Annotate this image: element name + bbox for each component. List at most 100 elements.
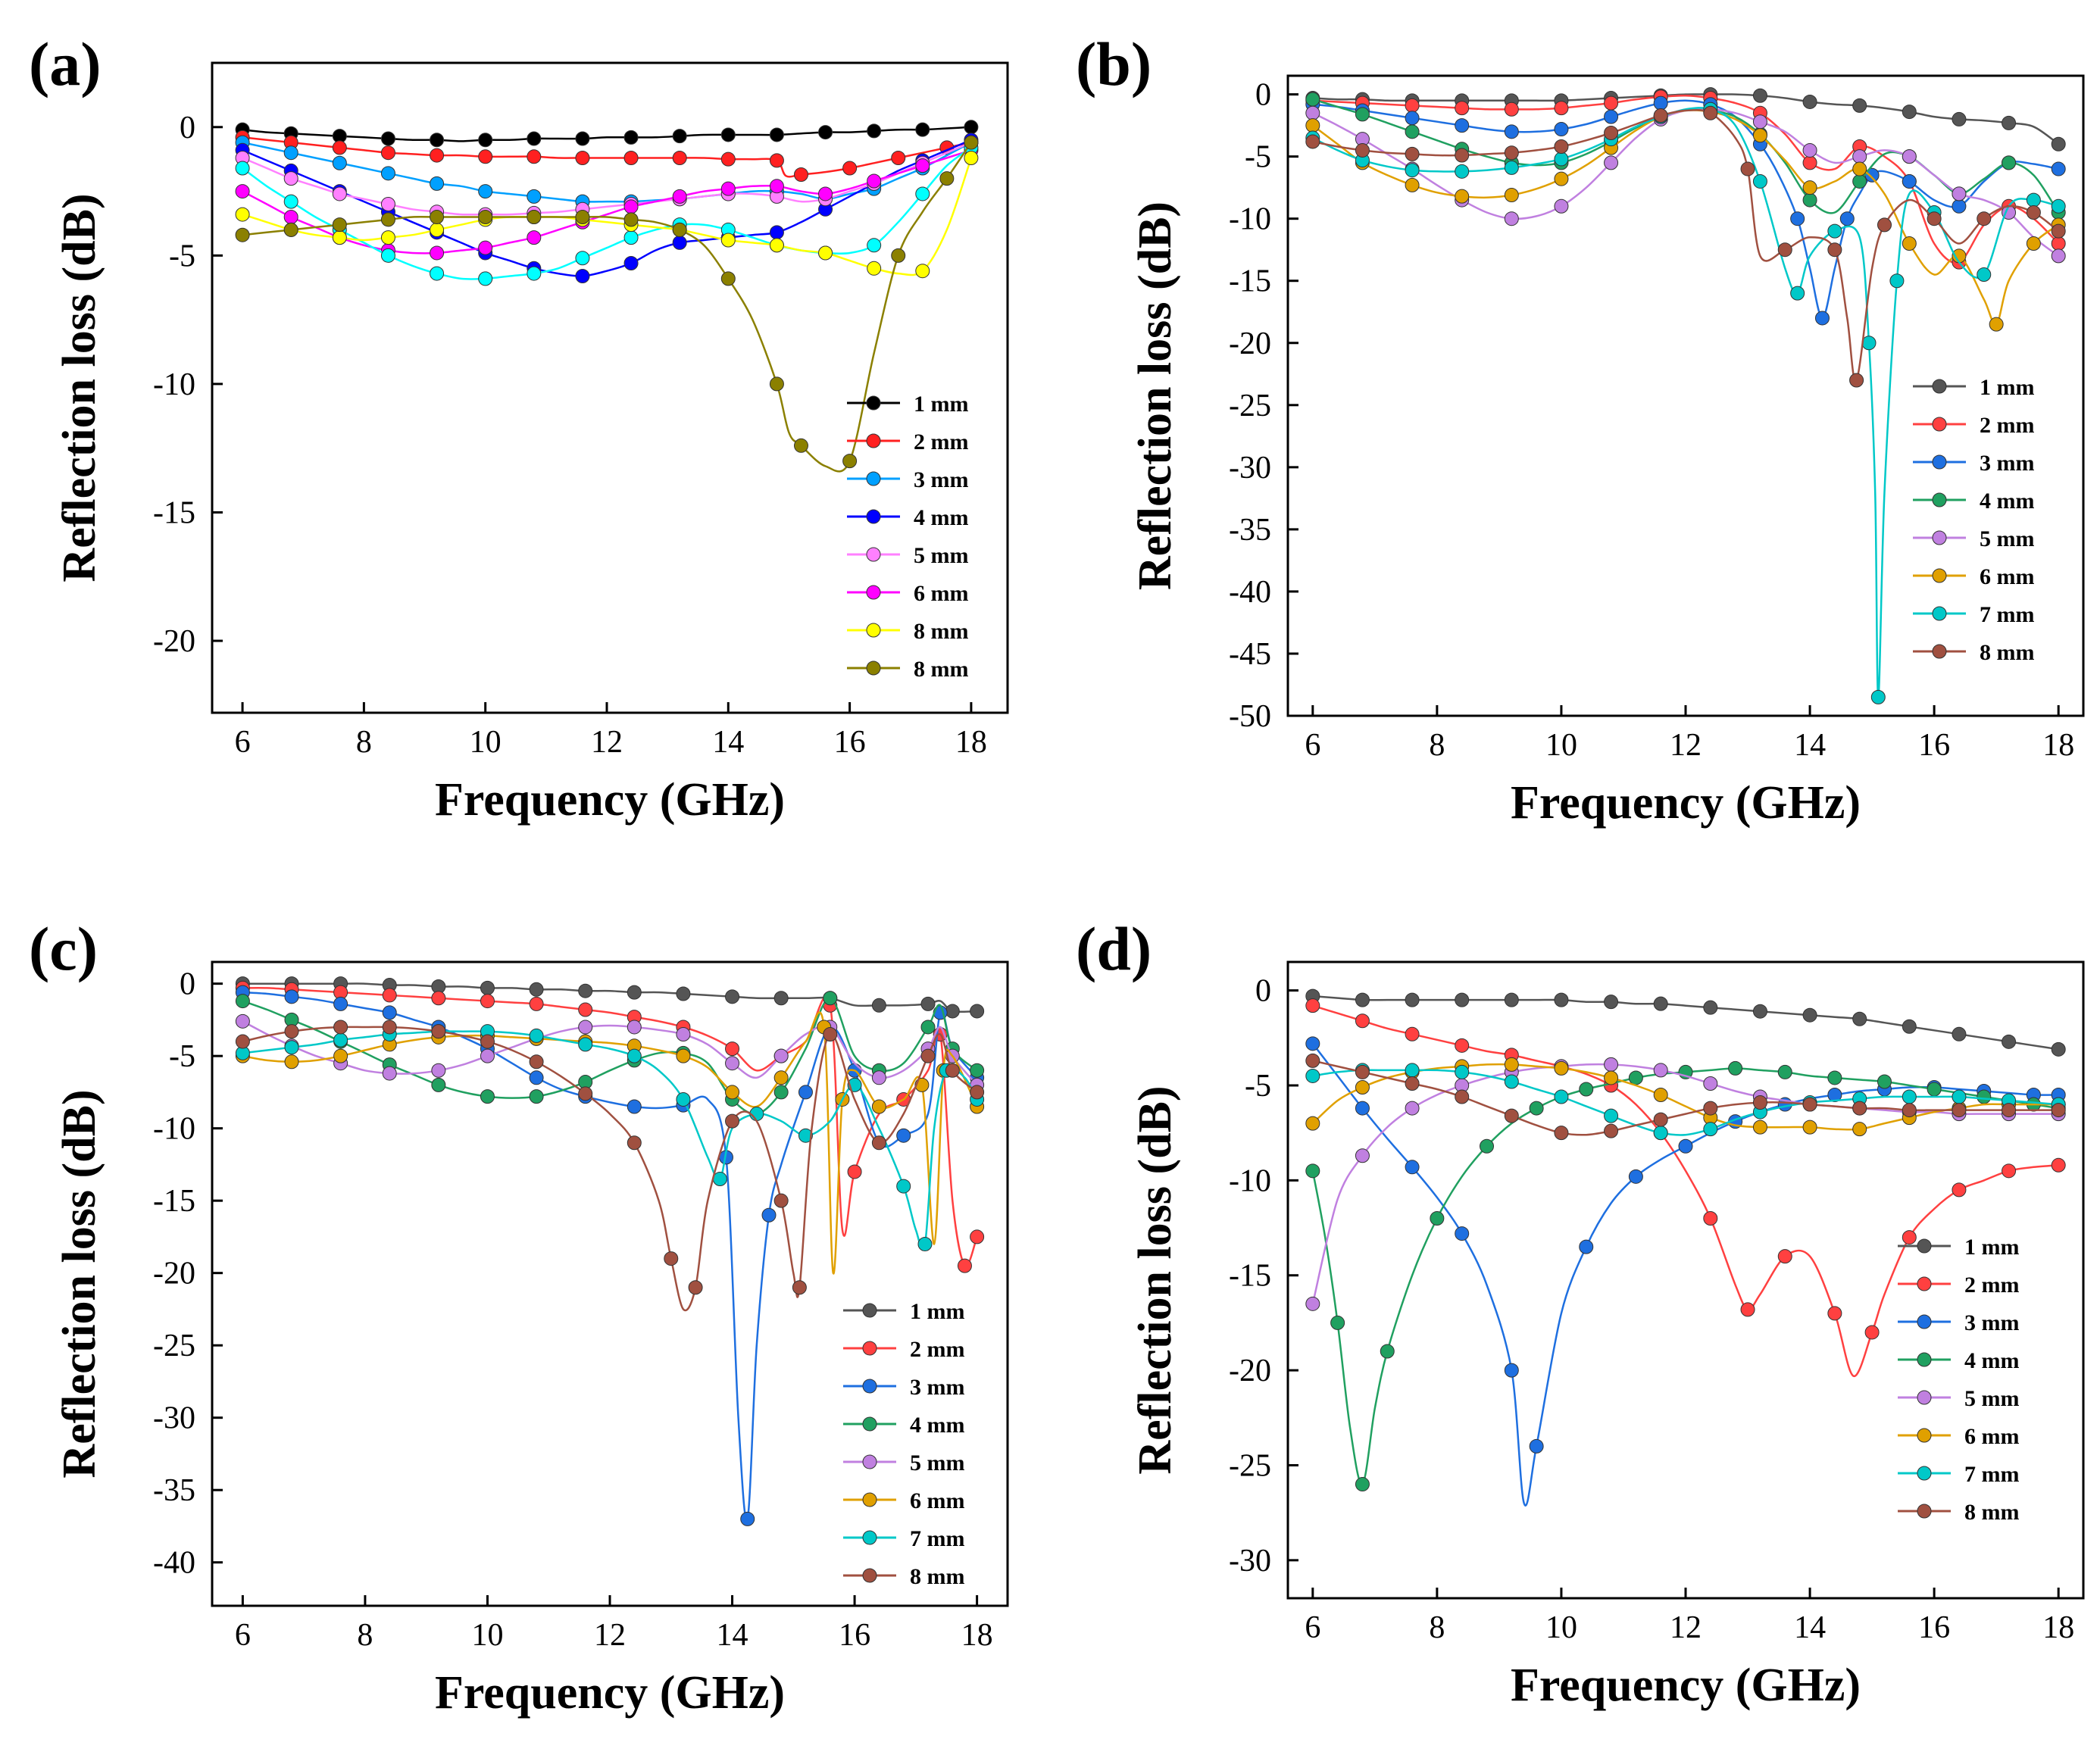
legend-marker <box>862 1492 877 1507</box>
series-line <box>1312 1060 2059 1136</box>
data-point <box>478 149 493 164</box>
panel-label: (a) <box>29 30 102 98</box>
data-point <box>1554 101 1569 116</box>
data-point <box>480 994 495 1009</box>
x-tick-label: 10 <box>1545 1610 1577 1645</box>
y-tick-label: -5 <box>169 239 195 273</box>
legend-label: 8 mm <box>910 1564 964 1589</box>
series-group <box>1305 87 2066 704</box>
data-point <box>964 150 979 165</box>
data-point <box>1752 114 1767 130</box>
data-point <box>1977 1089 1992 1104</box>
data-point <box>720 233 736 248</box>
data-point <box>235 1034 250 1049</box>
data-point <box>1554 1126 1569 1141</box>
data-point <box>1305 1068 1320 1083</box>
x-tick-label: 10 <box>470 725 502 760</box>
legend-marker <box>866 547 881 562</box>
series-line <box>1312 1004 2059 1377</box>
chart-panel-c: (c) 6 8 10 12 14 16 18 0 -5 -10 -15 -20 -25 -30 -35 -40 F… <box>29 914 1009 1719</box>
data-point <box>725 1041 740 1057</box>
data-point <box>672 189 687 204</box>
data-point <box>235 184 250 199</box>
legend-label: 2 mm <box>910 1337 964 1362</box>
series-line <box>242 139 972 277</box>
data-point <box>915 122 930 137</box>
y-tick-label: -45 <box>1229 637 1271 672</box>
data-point <box>575 251 590 266</box>
data-point <box>1579 1239 1594 1254</box>
data-point <box>1777 1249 1792 1264</box>
data-point <box>575 150 590 165</box>
data-point <box>1504 101 1519 117</box>
data-point <box>1952 1089 1967 1104</box>
series-line <box>242 1026 978 1312</box>
data-point <box>1902 1230 1917 1245</box>
x-tick-label: 14 <box>717 1618 748 1653</box>
data-point <box>2051 1157 2066 1173</box>
data-point <box>235 207 250 222</box>
data-point <box>332 186 347 201</box>
data-point <box>842 161 858 176</box>
y-tick-label: -20 <box>153 1257 195 1291</box>
series-line <box>242 149 972 255</box>
data-point <box>2002 1103 2017 1118</box>
data-point <box>1752 128 1767 143</box>
x-tick-label: 8 <box>357 1618 373 1653</box>
series-line <box>1312 94 2060 264</box>
y-tick-label: -10 <box>153 1112 195 1147</box>
series-line <box>242 982 977 1013</box>
data-point <box>283 209 298 224</box>
data-point <box>1455 1064 1470 1079</box>
data-point <box>1827 242 1842 258</box>
series-line <box>1312 995 2059 1051</box>
data-point <box>529 982 544 997</box>
data-point <box>480 1048 495 1063</box>
data-point <box>1703 1076 1718 1091</box>
legend-label: 5 mm <box>914 543 968 568</box>
data-point <box>283 171 298 186</box>
data-point <box>1902 173 1917 189</box>
data-point <box>720 127 736 142</box>
data-point <box>1430 1211 1445 1226</box>
data-point <box>970 1085 985 1100</box>
data-point <box>284 1054 299 1070</box>
legend-marker <box>862 1303 877 1318</box>
data-point <box>1305 998 1320 1013</box>
x-tick-label: 6 <box>1305 728 1320 763</box>
x-tick-label: 16 <box>834 725 866 760</box>
data-point <box>1455 189 1470 204</box>
data-point <box>1529 1101 1544 1116</box>
data-point <box>283 194 298 209</box>
y-tick-label: -25 <box>153 1329 195 1363</box>
legend-marker <box>1932 417 1947 432</box>
data-point <box>527 189 542 204</box>
data-point <box>333 1048 348 1063</box>
data-point <box>1504 1074 1519 1089</box>
data-point <box>1579 1082 1594 1097</box>
x-axis-title: Frequency (GHz) <box>435 1667 785 1719</box>
legend-marker <box>1917 1352 1932 1367</box>
data-point <box>720 151 736 167</box>
data-point <box>896 1128 911 1143</box>
data-point <box>235 1013 250 1029</box>
data-point <box>1952 111 1967 126</box>
legend-marker <box>1917 1428 1932 1443</box>
data-point <box>430 266 445 281</box>
data-point <box>1554 198 1569 214</box>
data-point <box>1305 92 1320 107</box>
data-point <box>627 1135 642 1151</box>
data-point <box>235 994 250 1009</box>
data-point <box>1902 1089 1917 1104</box>
data-point <box>478 240 493 255</box>
data-point <box>1405 146 1420 161</box>
data-point <box>380 166 395 181</box>
data-point <box>1977 267 1992 283</box>
legend-label: 8 mm <box>914 657 968 682</box>
legend-marker <box>866 585 881 600</box>
data-point <box>676 1091 691 1107</box>
data-point <box>1852 149 1867 164</box>
y-tick-label: -20 <box>153 624 195 659</box>
data-point <box>1927 1082 1942 1097</box>
data-point <box>847 1164 862 1179</box>
